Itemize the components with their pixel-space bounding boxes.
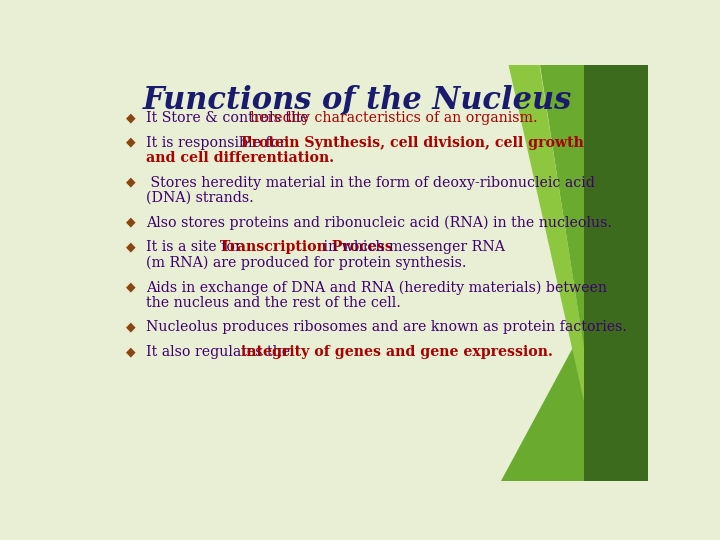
Text: (m RNA) are produced for protein synthesis.: (m RNA) are produced for protein synthes… <box>145 256 467 270</box>
Polygon shape <box>508 65 585 403</box>
Text: ◆: ◆ <box>125 136 135 148</box>
Text: ◆: ◆ <box>125 215 135 229</box>
Text: Also stores proteins and ribonucleic acid (RNA) in the nucleolus.: Also stores proteins and ribonucleic aci… <box>145 215 612 230</box>
Text: ◆: ◆ <box>125 176 135 188</box>
Text: ◆: ◆ <box>125 320 135 333</box>
Text: Aids in exchange of DNA and RNA (heredity materials) between: Aids in exchange of DNA and RNA (heredit… <box>145 280 607 295</box>
Polygon shape <box>500 327 585 481</box>
Text: (DNA) strands.: (DNA) strands. <box>145 191 253 205</box>
Polygon shape <box>585 65 648 481</box>
Text: integrity of genes and gene expression.: integrity of genes and gene expression. <box>241 345 553 359</box>
Text: It is a site for: It is a site for <box>145 240 246 254</box>
Text: ◆: ◆ <box>125 345 135 358</box>
Text: Stores heredity material in the form of deoxy-ribonucleic acid: Stores heredity material in the form of … <box>145 176 595 190</box>
Text: in which messenger RNA: in which messenger RNA <box>319 240 505 254</box>
Text: the nucleus and the rest of the cell.: the nucleus and the rest of the cell. <box>145 296 400 310</box>
Text: ◆: ◆ <box>125 111 135 124</box>
Text: heredity characteristics of an organism.: heredity characteristics of an organism. <box>250 111 538 125</box>
Text: It is responsible for: It is responsible for <box>145 136 290 150</box>
Text: Protein Synthesis, cell division, cell growth: Protein Synthesis, cell division, cell g… <box>241 136 584 150</box>
Text: Transcription Process: Transcription Process <box>220 240 392 254</box>
Text: ◆: ◆ <box>125 240 135 253</box>
Polygon shape <box>539 65 585 350</box>
Text: and cell differentiation.: and cell differentiation. <box>145 151 334 165</box>
Text: It Store & controls the: It Store & controls the <box>145 111 312 125</box>
Text: Functions of the Nucleus: Functions of the Nucleus <box>143 84 572 115</box>
Text: It also regulates the: It also regulates the <box>145 345 294 359</box>
Text: Nucleolus produces ribosomes and are known as protein factories.: Nucleolus produces ribosomes and are kno… <box>145 320 627 334</box>
Text: ◆: ◆ <box>125 280 135 293</box>
